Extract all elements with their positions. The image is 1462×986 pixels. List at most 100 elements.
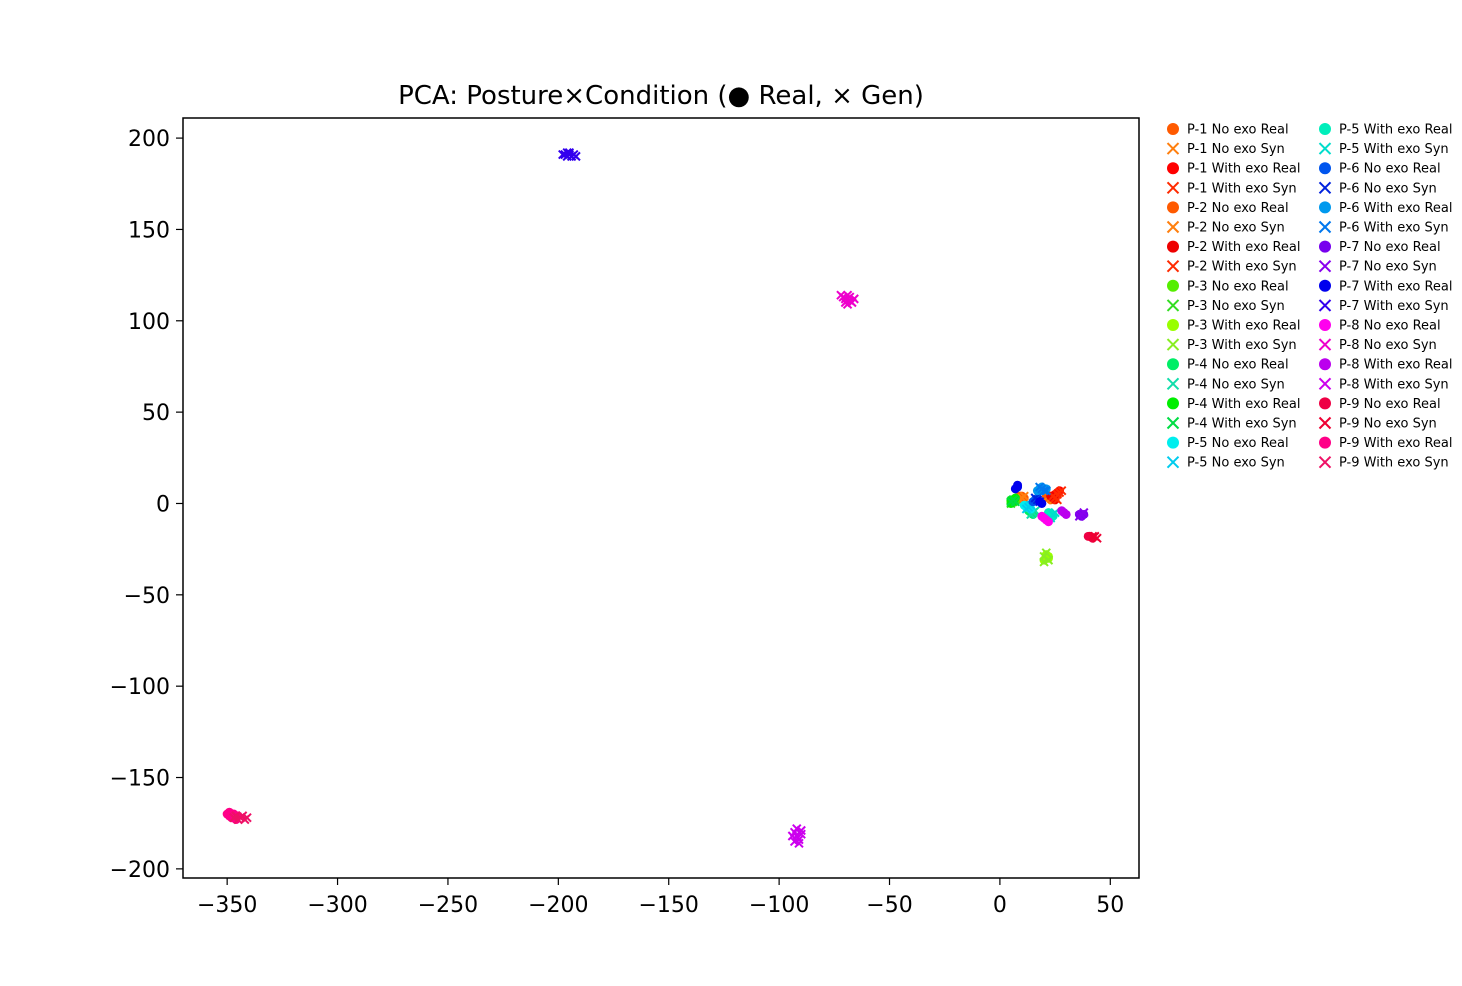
legend-entry: P-5 With exo Syn: [1318, 142, 1449, 157]
legend-label: P-9 With exo Real: [1339, 436, 1452, 451]
legend-entry: P-3 With exo Real: [1167, 319, 1300, 334]
data-point: [1043, 517, 1053, 527]
plot-area: [222, 148, 1102, 848]
legend-label: P-8 With exo Real: [1339, 358, 1452, 373]
data-point: [1079, 507, 1089, 518]
y-tick-label: −100: [110, 675, 170, 700]
x-tick-label: −350: [197, 893, 257, 918]
legend-entry: P-5 No exo Real: [1167, 436, 1289, 451]
legend-label: P-4 With exo Syn: [1187, 417, 1297, 432]
data-point: [558, 149, 568, 160]
legend-entry: P-6 No exo Real: [1319, 162, 1441, 177]
data-point: [1087, 531, 1098, 542]
data-point: [242, 813, 252, 823]
x-tick-label: −100: [749, 893, 809, 918]
series-33: [1087, 531, 1102, 543]
legend-label: P-8 With exo Syn: [1339, 377, 1449, 392]
legend-marker: [1319, 358, 1331, 371]
data-point: [845, 292, 855, 302]
legend-entry: P-2 No exo Syn: [1166, 220, 1285, 236]
series-35: [229, 811, 252, 825]
series-25: [1074, 507, 1089, 521]
legend-entry: P-8 With exo Syn: [1318, 377, 1449, 392]
legend-entry: P-7 With exo Real: [1319, 279, 1452, 294]
series-11: [1039, 548, 1054, 567]
y-tick-label: 200: [128, 127, 170, 152]
data-point: [1061, 509, 1071, 519]
legend-marker: [1167, 279, 1179, 292]
legend-entry: P-1 With exo Syn: [1166, 181, 1297, 196]
chart-title: PCA: Posture×Condition (● Real, × Gen): [398, 81, 924, 111]
y-tick-label: 50: [142, 401, 170, 426]
y-tick-label: −150: [110, 767, 170, 792]
legend-entry: P-6 No exo Syn: [1318, 181, 1437, 196]
legend-marker: [1319, 397, 1331, 410]
legend-marker: [1167, 319, 1179, 331]
legend-entry: P-8 No exo Real: [1319, 319, 1441, 334]
legend-entry: P-4 With exo Real: [1167, 397, 1300, 412]
data-point: [1052, 495, 1063, 505]
legend-label: P-2 With exo Syn: [1187, 260, 1297, 275]
legend-entry: P-3 With exo Syn: [1166, 338, 1297, 353]
legend-marker: [1166, 220, 1180, 234]
legend-marker: [1166, 455, 1180, 469]
legend-marker: [1319, 123, 1331, 135]
legend-entry: P-3 No exo Syn: [1166, 299, 1285, 314]
legend-label: P-8 No exo Real: [1339, 319, 1441, 334]
data-point: [1041, 485, 1051, 496]
legend-label: P-1 With exo Real: [1187, 162, 1300, 177]
data-point: [836, 290, 846, 300]
legend-entry: P-9 With exo Syn: [1318, 456, 1449, 471]
legend-entry: P-2 With exo Real: [1167, 240, 1300, 255]
legend-marker: [1318, 299, 1332, 312]
legend-entry: P-2 With exo Syn: [1166, 260, 1297, 275]
data-point: [1039, 557, 1049, 567]
data-point: [796, 825, 806, 836]
legend-label: P-3 No exo Syn: [1187, 299, 1285, 314]
legend-entry: P-7 With exo Syn: [1318, 299, 1449, 314]
legend-marker: [1166, 181, 1180, 195]
legend-marker: [1319, 240, 1331, 253]
series-31: [787, 823, 806, 848]
legend-label: P-2 No exo Syn: [1187, 221, 1285, 236]
legend-label: P-1 No exo Syn: [1187, 142, 1285, 157]
legend-marker: [1167, 397, 1179, 410]
legend-entry: P-4 No exo Syn: [1166, 377, 1285, 392]
legend-label: P-3 With exo Syn: [1187, 338, 1297, 353]
legend-marker: [1166, 299, 1180, 312]
legend-entry: P-2 No exo Real: [1167, 201, 1289, 216]
legend-entry: P-4 With exo Syn: [1166, 416, 1297, 432]
x-tick-label: −250: [418, 893, 478, 918]
legend-label: P-4 No exo Real: [1187, 358, 1289, 373]
legend-label: P-3 No exo Real: [1187, 279, 1289, 294]
legend-label: P-2 No exo Real: [1187, 201, 1289, 216]
y-tick-label: −50: [124, 584, 170, 609]
legend-label: P-6 No exo Syn: [1339, 181, 1437, 196]
legend-marker: [1167, 240, 1179, 253]
x-tick-label: −300: [307, 893, 367, 918]
axis-ticks: −350 −300 −250 −200 −150 −100 −50 0 50 200 150 100 5…: [110, 127, 1125, 918]
legend-entry: P-1 With exo Real: [1167, 162, 1300, 177]
legend-marker: [1166, 338, 1180, 351]
legend-label: P-1 No exo Real: [1187, 123, 1289, 138]
legend-label: P-1 With exo Syn: [1187, 181, 1297, 196]
legend-entry: P-5 With exo Real: [1319, 123, 1452, 138]
legend-entry: P-5 No exo Syn: [1166, 455, 1285, 471]
legend-marker: [1319, 319, 1331, 331]
legend-marker: [1318, 377, 1332, 391]
legend-marker: [1318, 416, 1332, 430]
legend-label: P-9 No exo Real: [1339, 397, 1441, 412]
legend-marker: [1318, 142, 1332, 155]
legend-marker: [1167, 358, 1179, 371]
legend-marker: [1166, 416, 1180, 430]
legend-marker: [1167, 436, 1179, 449]
legend-marker: [1318, 338, 1332, 351]
x-tick-label: 50: [1096, 893, 1124, 918]
data-point: [571, 151, 581, 162]
legend: P-1 No exo Real P-1 No exo Syn P-1 With ex…: [1166, 123, 1452, 471]
y-tick-label: 0: [156, 492, 170, 517]
legend-entry: P-7 No exo Syn: [1318, 260, 1437, 275]
y-tick-label: 100: [128, 310, 170, 335]
legend-marker: [1318, 220, 1332, 234]
legend-label: P-5 With exo Syn: [1339, 142, 1449, 157]
